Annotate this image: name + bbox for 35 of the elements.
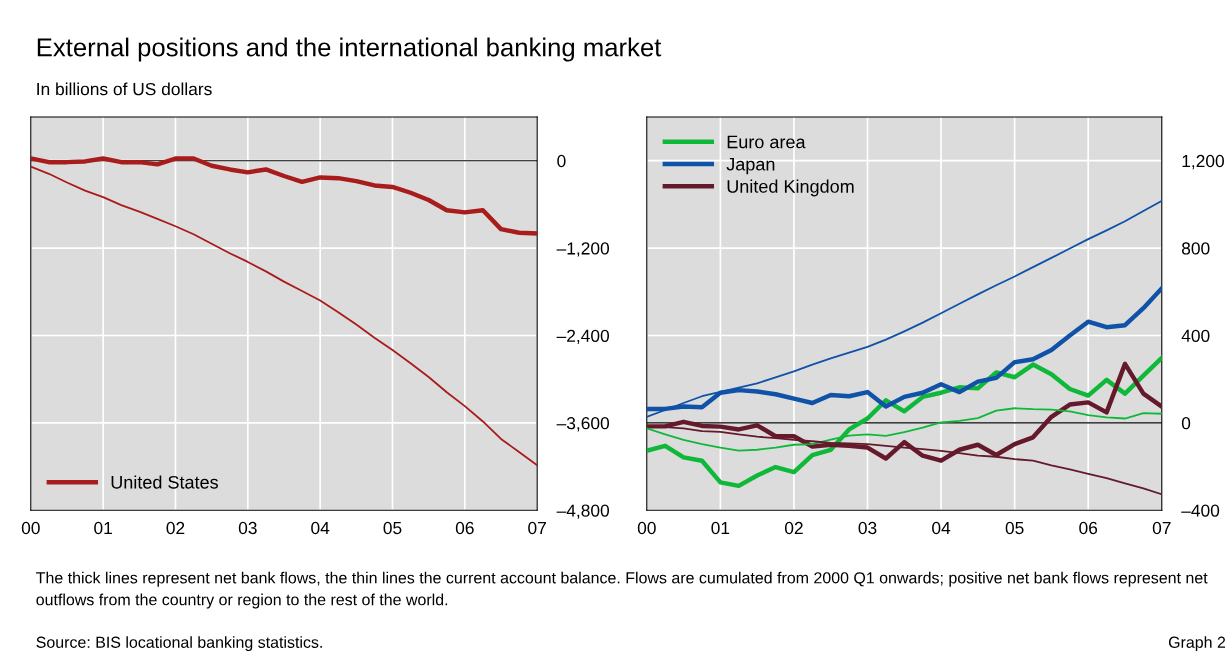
x-tick-label: 03 — [858, 521, 877, 535]
y-tick-label: –3,600 — [556, 417, 610, 432]
y-tick-label: 800 — [1181, 242, 1210, 255]
x-tick-label: 00 — [21, 521, 40, 535]
x-tick-label: 04 — [932, 521, 951, 535]
source-note: Source: BIS locational banking statistics. — [36, 636, 322, 652]
x-tick-label: 04 — [311, 521, 330, 535]
y-tick-label: –2,400 — [556, 329, 610, 345]
y-tick-label: –4,800 — [556, 504, 610, 519]
x-tick-label: 02 — [166, 521, 185, 535]
x-tick-label: 05 — [383, 521, 402, 535]
legend-label: United Kingdom — [727, 179, 854, 197]
x-tick-label: 07 — [1152, 521, 1171, 535]
y-tick-label: –400 — [1181, 504, 1220, 517]
y-tick-label: 1,200 — [1182, 154, 1224, 170]
x-tick-label: 01 — [94, 521, 112, 535]
caption: Graph 2 — [1168, 636, 1226, 652]
y-tick-label: –1,200 — [556, 242, 610, 257]
legend-label: United States — [111, 475, 218, 489]
x-tick-label: 01 — [711, 521, 730, 535]
x-tick-label: 07 — [528, 521, 546, 535]
legend-label: Euro area — [727, 135, 806, 149]
legend-label: Japan — [726, 157, 775, 175]
y-tick-label: 400 — [1181, 329, 1210, 342]
x-tick-label: 03 — [238, 521, 257, 535]
x-tick-label: 06 — [1079, 521, 1098, 535]
x-tick-label: 05 — [1005, 521, 1024, 535]
text: The thick lines represent net bank flows, the thin lines the current account balance. Flows are cumulated from 2000 Q1 onwards; positive net bank flows represent net outflows from the country or region to the rest of the world. — [36, 571, 1208, 609]
x-tick-label: 00 — [637, 521, 656, 535]
chart-title: External positions and the international banking market — [37, 37, 662, 62]
x-tick-label: 06 — [455, 521, 474, 535]
y-tick-label: 0 — [557, 154, 566, 168]
y-tick-label: 0 — [1181, 417, 1191, 430]
x-tick-label: 02 — [784, 521, 803, 535]
chart-subtitle: In billions of US dollars — [37, 82, 212, 96]
